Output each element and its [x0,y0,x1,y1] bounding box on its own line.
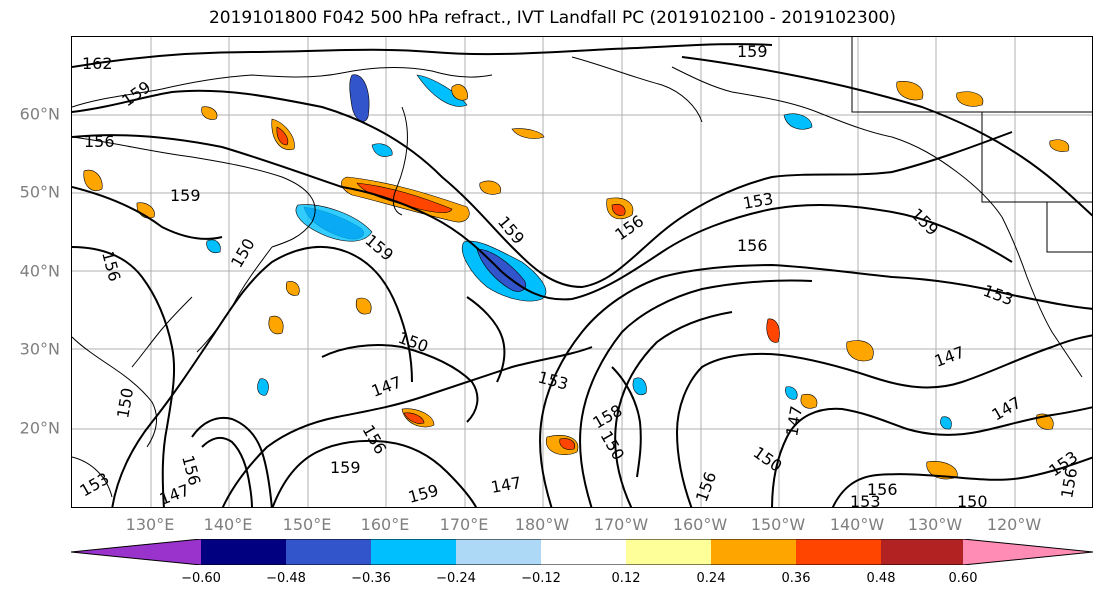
contour-label: 159 [406,481,440,507]
longitude-label: 160°W [672,515,728,534]
contour-label: 150 [597,428,629,464]
colorbar-segment [541,539,626,565]
contour-label: 159 [494,212,528,248]
colorbar-segment [881,539,963,565]
contour-label: 153 [77,469,113,501]
colorbar-segment [626,539,711,565]
contour-label: 162 [82,54,113,73]
latitude-label: 60°N [19,104,60,124]
contour-label: 147 [932,342,967,370]
latitude-label: 40°N [19,261,60,281]
contour-label: 153 [850,492,881,508]
latitude-label: 30°N [19,339,60,359]
longitude-label: 150°E [282,515,332,534]
longitude-label: 170°W [593,515,649,534]
map-title: 2019101800 F042 500 hPa refract., IVT La… [208,8,896,28]
latitude-label: 50°N [19,182,60,202]
contour-label: 147 [489,473,522,497]
colorbar-tick-label: −0.48 [266,571,306,586]
colorbar-segment [796,539,881,565]
colorbar-segment [71,539,201,565]
graticule [72,37,1092,507]
colorbar-tick-label: 0.48 [866,571,896,586]
anomaly-shading [83,74,1070,480]
longitude-label: 140°W [829,515,885,534]
longitude-label: 130°W [907,515,963,534]
colorbar-tick-label: −0.24 [436,571,476,586]
coastlines [72,37,1092,498]
longitude-label: 150°W [750,515,806,534]
refractivity-contours [72,43,1092,507]
latitude-label: 20°N [19,418,60,438]
contour-label: 150 [227,235,259,271]
colorbar-tick-label: −0.36 [351,571,391,586]
colorbar-tick-label: −0.60 [181,571,221,586]
contour-label: 156 [867,480,898,499]
longitude-label: 140°E [203,515,253,534]
contour-label: 150 [396,328,431,356]
longitude-label: 160°E [360,515,410,534]
colorbar-tick-label: 0.12 [611,571,641,586]
contour-label: 156 [84,132,115,151]
contour-label: 156 [692,469,720,504]
contour-label: 147 [989,393,1025,425]
contour-label: 150 [957,492,988,508]
contour-label: 156 [1057,466,1081,499]
colorbar-segment [286,539,371,565]
colorbar [71,539,1093,565]
colorbar-segment [711,539,796,565]
colorbar-segment [456,539,541,565]
contour-label: 150 [113,386,137,419]
contour-label: 147 [782,404,806,437]
longitude-label: 130°E [125,515,175,534]
colorbar-segment [371,539,456,565]
contour-label: 156 [98,249,124,283]
contour-label: 156 [737,236,768,255]
colorbar-segment [201,539,286,565]
map-panel: 162 159 156 159 156 159 159 150 150 147 … [71,36,1093,508]
colorbar-tick-label: 0.60 [948,571,978,586]
map-canvas: 162 159 156 159 156 159 159 150 150 147 … [72,37,1092,508]
colorbar-segment [963,539,1093,565]
contour-label: 159 [170,186,201,205]
contour-label: 153 [536,368,570,394]
contour-label: 159 [737,42,768,61]
contour-label: 159 [907,204,942,239]
colorbar-tick-label: 0.24 [696,571,726,586]
contour-label: 159 [118,77,154,110]
colorbar-tick-label: 0.36 [781,571,811,586]
longitude-label: 180°W [514,515,570,534]
longitude-label: 170°E [439,515,489,534]
colorbar-tick-label: −0.12 [521,571,561,586]
contour-label: 147 [369,372,404,400]
contour-label: 159 [330,458,361,477]
longitude-label: 120°W [986,515,1042,534]
